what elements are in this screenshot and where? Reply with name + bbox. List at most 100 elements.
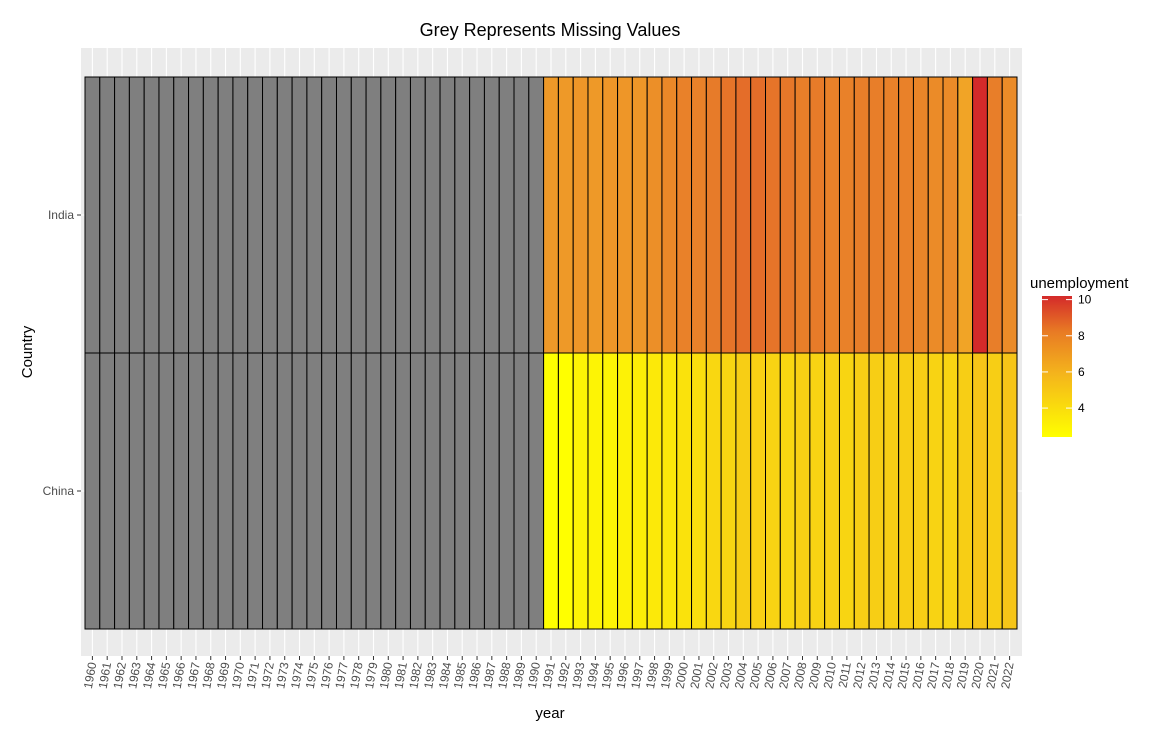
- heatmap-cell-china-1987: [483, 352, 500, 630]
- x-tick-label-1962: 1962: [111, 661, 129, 690]
- heatmap-cell-india-1966: [173, 76, 190, 354]
- heatmap-cell-china-1971: [247, 352, 264, 630]
- x-tick-label-2008: 2008: [791, 661, 809, 690]
- heatmap-cell-china-2007: [779, 352, 796, 630]
- heatmap-cell-china-1970: [232, 352, 249, 630]
- heatmap-cell-china-2015: [898, 352, 914, 630]
- x-tick-label-1967: 1967: [184, 661, 202, 690]
- heatmap-cell-india-1964: [143, 76, 160, 354]
- heatmap-cell-china-1962: [114, 352, 130, 630]
- heatmap-cell-india-1978: [350, 76, 367, 354]
- heatmap-cell-china-1977: [335, 352, 352, 630]
- heatmap-cell-china-1991: [543, 352, 559, 630]
- x-tick-label-2019: 2019: [954, 661, 972, 690]
- heatmap-cell-india-1973: [276, 76, 293, 354]
- x-tick-label-2010: 2010: [821, 661, 839, 690]
- heatmap-cell-india-1969: [217, 76, 234, 354]
- heatmap-cell-china-1966: [173, 352, 190, 630]
- heatmap-cell-india-1977: [335, 76, 352, 354]
- x-tick-label-2009: 2009: [806, 661, 824, 690]
- x-tick-label-1984: 1984: [436, 661, 454, 690]
- x-tick-label-1971: 1971: [244, 661, 262, 690]
- x-tick-label-1989: 1989: [510, 661, 528, 690]
- heatmap-cell-china-1988: [498, 352, 515, 630]
- heatmap-cell-china-2008: [794, 352, 811, 630]
- x-axis-title: year: [535, 705, 564, 722]
- heatmap-cell-china-1998: [646, 352, 663, 630]
- heatmap-cell-china-1965: [158, 352, 175, 630]
- heatmap-cell-china-2009: [809, 352, 826, 630]
- heatmap-cell-india-2001: [691, 76, 707, 354]
- heatmap-cell-china-1984: [439, 352, 456, 630]
- heatmap-cell-india-2002: [705, 76, 722, 354]
- x-tick-label-2014: 2014: [880, 661, 898, 690]
- heatmap-cell-india-2000: [676, 76, 693, 354]
- x-tick-label-1970: 1970: [229, 661, 247, 690]
- heatmap-cell-china-1989: [513, 352, 530, 630]
- heatmap-cell-china-1976: [321, 352, 337, 630]
- heatmap-cell-india-1976: [321, 76, 337, 354]
- x-tick-label-2001: 2001: [687, 661, 705, 690]
- legend-ticks: 10 8 6 4: [1042, 293, 1092, 415]
- x-tick-label-1972: 1972: [258, 661, 276, 690]
- heatmap-cell-india-2015: [898, 76, 914, 354]
- heatmap-cell-india-1998: [646, 76, 663, 354]
- heatmap-cell-india-2022: [1001, 76, 1018, 354]
- heatmap-cell-india-2017: [927, 76, 944, 354]
- heatmap-cell-china-2020: [972, 352, 988, 630]
- x-tick-label-2006: 2006: [761, 661, 779, 690]
- heatmap-cell-china-1967: [188, 352, 204, 630]
- heatmap-cell-china-2017: [927, 352, 944, 630]
- x-tick-label-1981: 1981: [392, 661, 410, 690]
- heatmap-cell-india-2021: [986, 76, 1003, 354]
- x-tick-label-1992: 1992: [554, 661, 572, 690]
- heatmap-cell-china-1992: [557, 352, 574, 630]
- x-axis: 1960196119621963196419651966196719681969…: [81, 656, 1017, 690]
- x-tick-label-1969: 1969: [214, 661, 232, 690]
- heatmap-cell-india-1983: [424, 76, 441, 354]
- heatmap-cell-india-1990: [528, 76, 545, 354]
- heatmap-cell-china-2016: [912, 352, 929, 630]
- heatmap-cell-china-2000: [676, 352, 693, 630]
- x-tick-label-1983: 1983: [421, 661, 439, 690]
- x-tick-label-1961: 1961: [96, 661, 114, 690]
- x-tick-label-2005: 2005: [747, 661, 765, 690]
- x-tick-label-2015: 2015: [895, 661, 913, 690]
- x-tick-label-1976: 1976: [318, 661, 336, 690]
- heatmap-cell-india-1987: [483, 76, 500, 354]
- x-tick-label-2022: 2022: [998, 661, 1016, 690]
- heatmap-cell-china-1986: [469, 352, 485, 630]
- heatmap-cell-china-1982: [409, 352, 426, 630]
- color-legend: unemployment 10 8 6 4: [1030, 275, 1129, 437]
- heatmap-cell-india-1991: [543, 76, 559, 354]
- x-tick-label-1979: 1979: [362, 661, 380, 690]
- x-tick-label-1985: 1985: [451, 661, 469, 690]
- chart-title: Grey Represents Missing Values: [420, 20, 681, 40]
- heatmap-cell-india-1967: [188, 76, 204, 354]
- heatmap-cells: [84, 76, 1018, 630]
- heatmap-cell-china-1996: [617, 352, 633, 630]
- heatmap-cell-china-2012: [853, 352, 870, 630]
- legend-title: unemployment: [1030, 275, 1129, 292]
- heatmap-cell-china-2003: [720, 352, 737, 630]
- heatmap-cell-india-1968: [202, 76, 219, 354]
- heatmap-cell-india-1974: [291, 76, 308, 354]
- heatmap-cell-india-1970: [232, 76, 249, 354]
- x-tick-label-2003: 2003: [717, 661, 735, 690]
- heatmap-cell-china-2022: [1001, 352, 1018, 630]
- x-tick-label-2021: 2021: [983, 661, 1001, 690]
- heatmap-cell-india-2008: [794, 76, 811, 354]
- x-tick-label-1995: 1995: [599, 661, 617, 690]
- heatmap-cell-india-1999: [661, 76, 678, 354]
- heatmap-cell-china-1993: [572, 352, 589, 630]
- x-tick-label-1980: 1980: [377, 661, 395, 690]
- x-tick-label-1990: 1990: [525, 661, 543, 690]
- heatmap-cell-china-1961: [99, 352, 116, 630]
- x-tick-label-2013: 2013: [865, 661, 883, 690]
- heatmap-cell-china-1964: [143, 352, 160, 630]
- heatmap-cell-india-2009: [809, 76, 826, 354]
- heatmap-cell-india-1981: [395, 76, 411, 354]
- heatmap-cell-china-1960: [84, 352, 101, 630]
- heatmap-cell-india-2016: [912, 76, 929, 354]
